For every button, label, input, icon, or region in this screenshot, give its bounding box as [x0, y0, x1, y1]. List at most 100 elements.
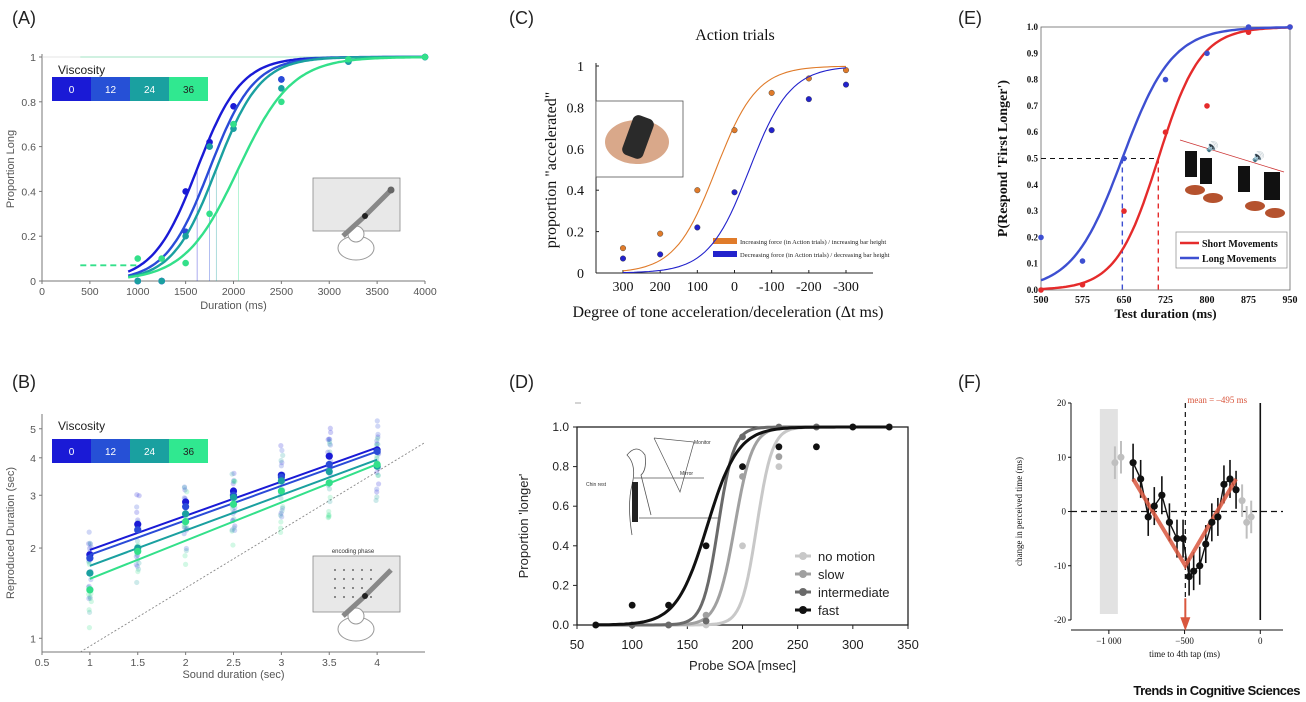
mean-arrow-head — [1180, 617, 1191, 631]
chart-c: Action trials 300 200 100 0 -100 -200 -300 0 0.2 0… — [543, 27, 890, 321]
x-axis-label: Duration (ms) — [200, 300, 267, 312]
x-tick-label: 0 — [39, 286, 45, 298]
data-point — [1117, 453, 1125, 461]
individual-point — [280, 503, 286, 510]
individual-point — [229, 471, 235, 477]
individual-point — [279, 447, 285, 453]
individual-point — [328, 429, 334, 435]
y-axis-label: Reproduced Duration (sec) — [5, 467, 17, 599]
data-point — [1245, 24, 1252, 30]
legend-value: 12 — [105, 447, 117, 458]
inset-target — [370, 578, 372, 580]
y-tick-label: 0.8 — [567, 101, 585, 116]
individual-point — [232, 527, 238, 534]
x-tick-label: 2000 — [222, 286, 246, 298]
legend-label: Increasing force (in Action trials) / in… — [740, 239, 886, 246]
mean-point — [229, 500, 238, 508]
data-point — [278, 76, 285, 83]
data-point — [775, 463, 783, 470]
individual-point — [327, 442, 334, 448]
data-point — [694, 187, 701, 194]
y-tick-label: 1 — [577, 60, 584, 75]
legend-swatch — [169, 439, 208, 463]
data-point — [620, 245, 627, 252]
individual-point — [87, 594, 93, 600]
data-point — [134, 255, 142, 262]
y-tick-label: 5 — [30, 424, 36, 436]
x-tick-label: 1 — [87, 657, 93, 669]
individual-point — [88, 598, 94, 605]
individual-point — [375, 434, 381, 440]
legend-swatch — [130, 77, 169, 101]
legend-label: intermediate — [818, 585, 890, 600]
inset-target — [361, 578, 363, 580]
x-tick-label: 950 — [1283, 295, 1298, 306]
legend-value: 36 — [183, 85, 195, 96]
x-tick-label: 575 — [1075, 295, 1090, 306]
y-tick-label: 0.0 — [1027, 285, 1039, 295]
inset-label-mirror: Mirror — [680, 471, 693, 477]
x-tick-label: 4000 — [413, 286, 437, 298]
x-tick-label: 875 — [1241, 295, 1256, 306]
y-tick-label: -10 — [1054, 561, 1066, 571]
y-tick-label: 0.0 — [552, 618, 569, 632]
x-tick-label: 200 — [732, 637, 754, 652]
individual-point — [326, 513, 332, 519]
legend-value: 24 — [144, 85, 156, 96]
individual-point — [87, 541, 94, 547]
individual-point — [86, 595, 92, 602]
individual-point — [278, 463, 284, 469]
inset-person — [626, 448, 652, 536]
legend-swatch — [713, 251, 737, 257]
y-tick-label: 1 — [30, 633, 36, 645]
individual-point — [326, 514, 332, 520]
individual-point — [86, 625, 93, 631]
individual-point — [326, 508, 332, 515]
inset-target — [352, 578, 354, 580]
x-tick-label: 0.5 — [35, 657, 50, 669]
data-point — [182, 188, 189, 195]
inset-label: encoding phase — [332, 549, 375, 555]
data-point — [1214, 513, 1222, 521]
data-point — [694, 224, 701, 231]
data-point — [885, 423, 893, 431]
data-point — [1245, 29, 1252, 36]
x-axis-label: Probe SOA [msec] — [689, 658, 796, 673]
individual-point — [86, 609, 93, 615]
individual-point — [87, 540, 93, 546]
legend-title: Viscosity — [58, 419, 105, 433]
inset-screen — [1185, 151, 1197, 177]
legend-marker — [799, 588, 807, 596]
inset-label-monitor: Monitor — [694, 440, 711, 446]
individual-point — [134, 579, 140, 586]
legend-box — [1175, 231, 1288, 269]
fit-curve — [622, 65, 846, 272]
inset-monitor — [653, 437, 695, 493]
individual-point — [326, 486, 333, 492]
individual-point — [183, 548, 189, 554]
inset-hand — [1185, 185, 1205, 195]
y-tick-label: 0.2 — [567, 226, 585, 241]
individual-point — [374, 469, 380, 476]
data-point — [1220, 480, 1228, 488]
speaker-icon: 🔊 — [1252, 150, 1264, 163]
individual-point — [373, 497, 379, 504]
individual-point — [327, 425, 333, 431]
y-tick-label: 0 — [1062, 507, 1067, 517]
inset-target — [334, 569, 336, 571]
x-tick-label: 500 — [81, 286, 99, 298]
data-point — [1150, 502, 1158, 510]
data-point — [657, 230, 664, 237]
inset-target — [343, 578, 345, 580]
x-tick-label: 3000 — [318, 286, 342, 298]
data-point — [206, 143, 213, 150]
individual-point — [182, 553, 188, 559]
mean-point — [182, 510, 190, 518]
x-tick-label: 300 — [842, 637, 864, 652]
individual-point — [375, 441, 381, 447]
x-tick-label: 500 — [1034, 295, 1049, 306]
individual-point — [279, 505, 286, 511]
mean-point — [86, 569, 94, 577]
inset-target — [352, 587, 354, 589]
individual-point — [375, 431, 381, 437]
